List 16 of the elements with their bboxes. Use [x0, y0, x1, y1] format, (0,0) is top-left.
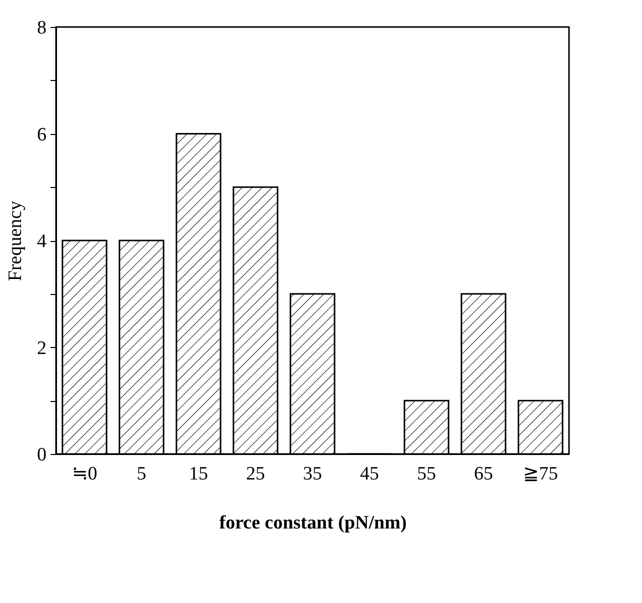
x-axis-title: force constant (pN/nm) — [219, 512, 407, 534]
y-tick-label: 0 — [37, 444, 46, 466]
y-tick-label: 2 — [37, 338, 46, 359]
x-tick-label: 35 — [303, 464, 322, 484]
x-tick-label: 55 — [417, 464, 436, 484]
y-axis-title: Frequency — [5, 200, 26, 282]
y-tick-label: 8 — [37, 18, 46, 38]
x-tick-label: 65 — [474, 464, 493, 484]
x-tick-label: 45 — [360, 464, 379, 484]
y-tick-label: 4 — [37, 231, 47, 252]
x-tick-label: ≒0 — [72, 464, 98, 484]
x-tick-label: 15 — [189, 464, 208, 484]
x-tick-label: 5 — [136, 464, 146, 484]
x-tick-label: ≧75 — [523, 464, 558, 484]
x-tick-label: 25 — [246, 464, 265, 484]
y-tick-label: 6 — [37, 124, 46, 146]
